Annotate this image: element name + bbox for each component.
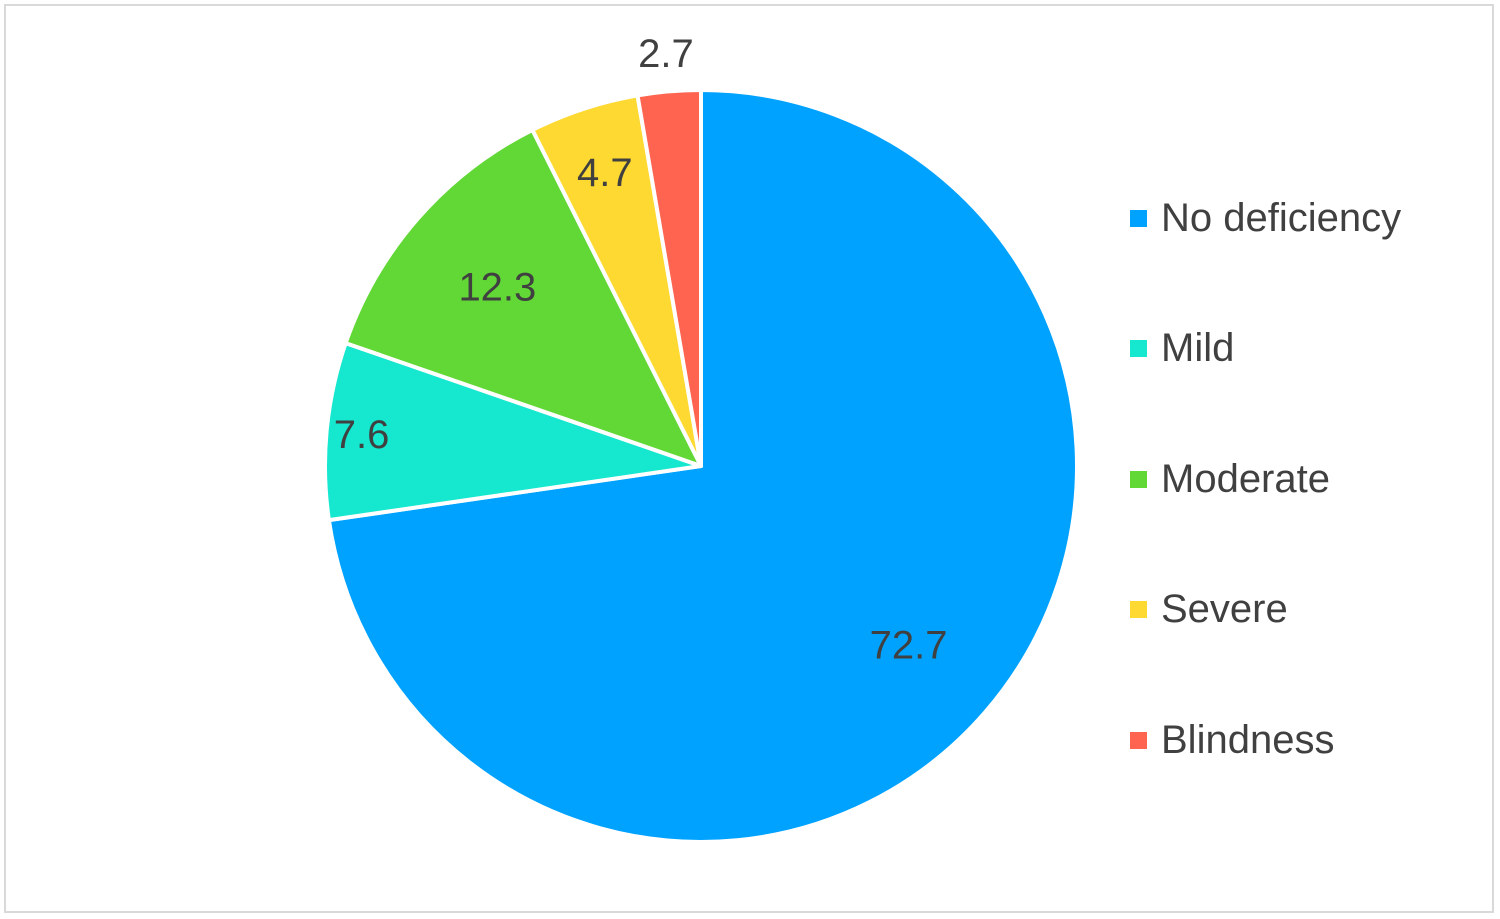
slice-label-no-deficiency: 72.7	[870, 624, 948, 668]
legend-label: No deficiency	[1161, 195, 1402, 240]
legend-label: Moderate	[1161, 456, 1330, 501]
legend-label: Mild	[1161, 326, 1235, 370]
legend-item-severe: Severe	[1130, 580, 1490, 640]
legend-item-mild: Mild	[1130, 319, 1490, 379]
legend-item-blindness: Blindness	[1130, 710, 1490, 770]
legend: No deficiency Mild Moderate Severe Blindness	[1130, 188, 1490, 841]
pie-slice-blindness	[635, 88, 703, 468]
legend-swatch	[1130, 601, 1147, 618]
legend-swatch	[1130, 470, 1147, 488]
slice-label-mild: 7.6	[334, 413, 390, 457]
legend-item-no-deficiency: No deficiency	[1130, 188, 1490, 248]
legend-item-moderate: Moderate	[1130, 449, 1490, 509]
legend-label: Severe	[1161, 587, 1288, 631]
pie-slice-mild	[323, 341, 703, 523]
legend-label: Blindness	[1161, 717, 1335, 762]
slice-label-blindness: 2.7	[638, 32, 694, 76]
pie-slice-labels: 72.7 7.6 12.3 4.7 2.7	[334, 32, 948, 668]
slice-label-severe: 4.7	[577, 151, 633, 195]
legend-swatch	[1130, 209, 1147, 227]
legend-swatch	[1130, 731, 1147, 749]
pie-slices	[323, 88, 1079, 844]
pie-slice-moderate	[343, 127, 703, 468]
legend-swatch	[1130, 340, 1147, 357]
slice-label-moderate: 12.3	[458, 266, 536, 310]
